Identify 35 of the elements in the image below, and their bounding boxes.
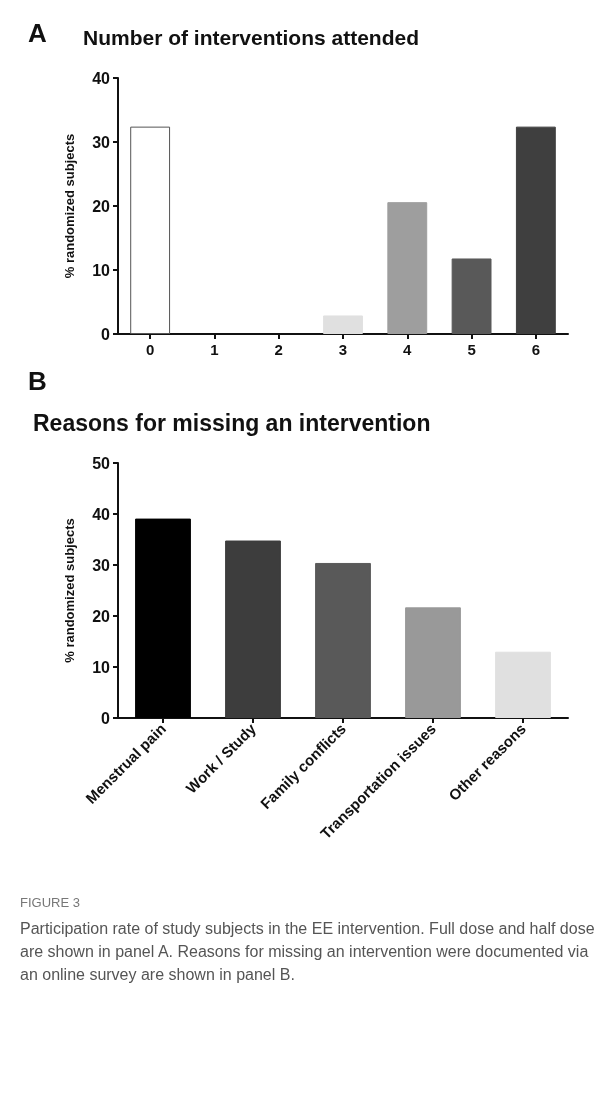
y-tick-label: 10	[92, 261, 111, 279]
bar	[495, 651, 551, 718]
bar	[323, 315, 363, 334]
text: A	[28, 18, 47, 48]
chart-title: Number of interventions attended	[83, 26, 420, 49]
x-tick-label: 5	[467, 341, 476, 358]
y-tick-label: 30	[92, 556, 111, 574]
x-tick-label: 2	[274, 341, 283, 358]
bar	[130, 126, 171, 334]
y-tick-label: 40	[92, 69, 111, 87]
y-axis-title: % randomized subjects	[62, 518, 77, 663]
x-tick-label: 3	[338, 341, 348, 358]
y-tick-label: 20	[92, 607, 111, 625]
bar	[315, 562, 371, 718]
bar	[451, 258, 492, 334]
caption: FIGURE 3	[20, 894, 81, 912]
bar	[515, 126, 556, 334]
bar	[225, 540, 281, 718]
y-tick-label: 50	[92, 454, 111, 472]
text: B	[28, 366, 47, 396]
y-tick-label: 10	[92, 658, 111, 676]
x-tick-label: 4	[403, 341, 413, 358]
text: Participation rate of study subjects in the EE intervention. Full dose and half dose are shown in panel A. Reasons for missing an intervention were documented via an online survey are shown in panel B.	[20, 918, 596, 986]
y-axis-title: % randomized subjects	[62, 133, 77, 279]
x-tick-label: 1	[210, 341, 219, 358]
y-tick-label: 20	[92, 197, 111, 215]
x-tick-label: 6	[531, 341, 541, 358]
y-tick-label: 30	[92, 133, 111, 151]
chart-title: Reasons for missing an intervention	[33, 409, 431, 436]
bar	[135, 518, 191, 718]
y-tick-label: 40	[92, 505, 111, 523]
y-tick-label: 0	[101, 325, 111, 343]
bar	[387, 202, 428, 334]
bar	[405, 607, 461, 718]
x-tick-label: 0	[145, 341, 155, 358]
